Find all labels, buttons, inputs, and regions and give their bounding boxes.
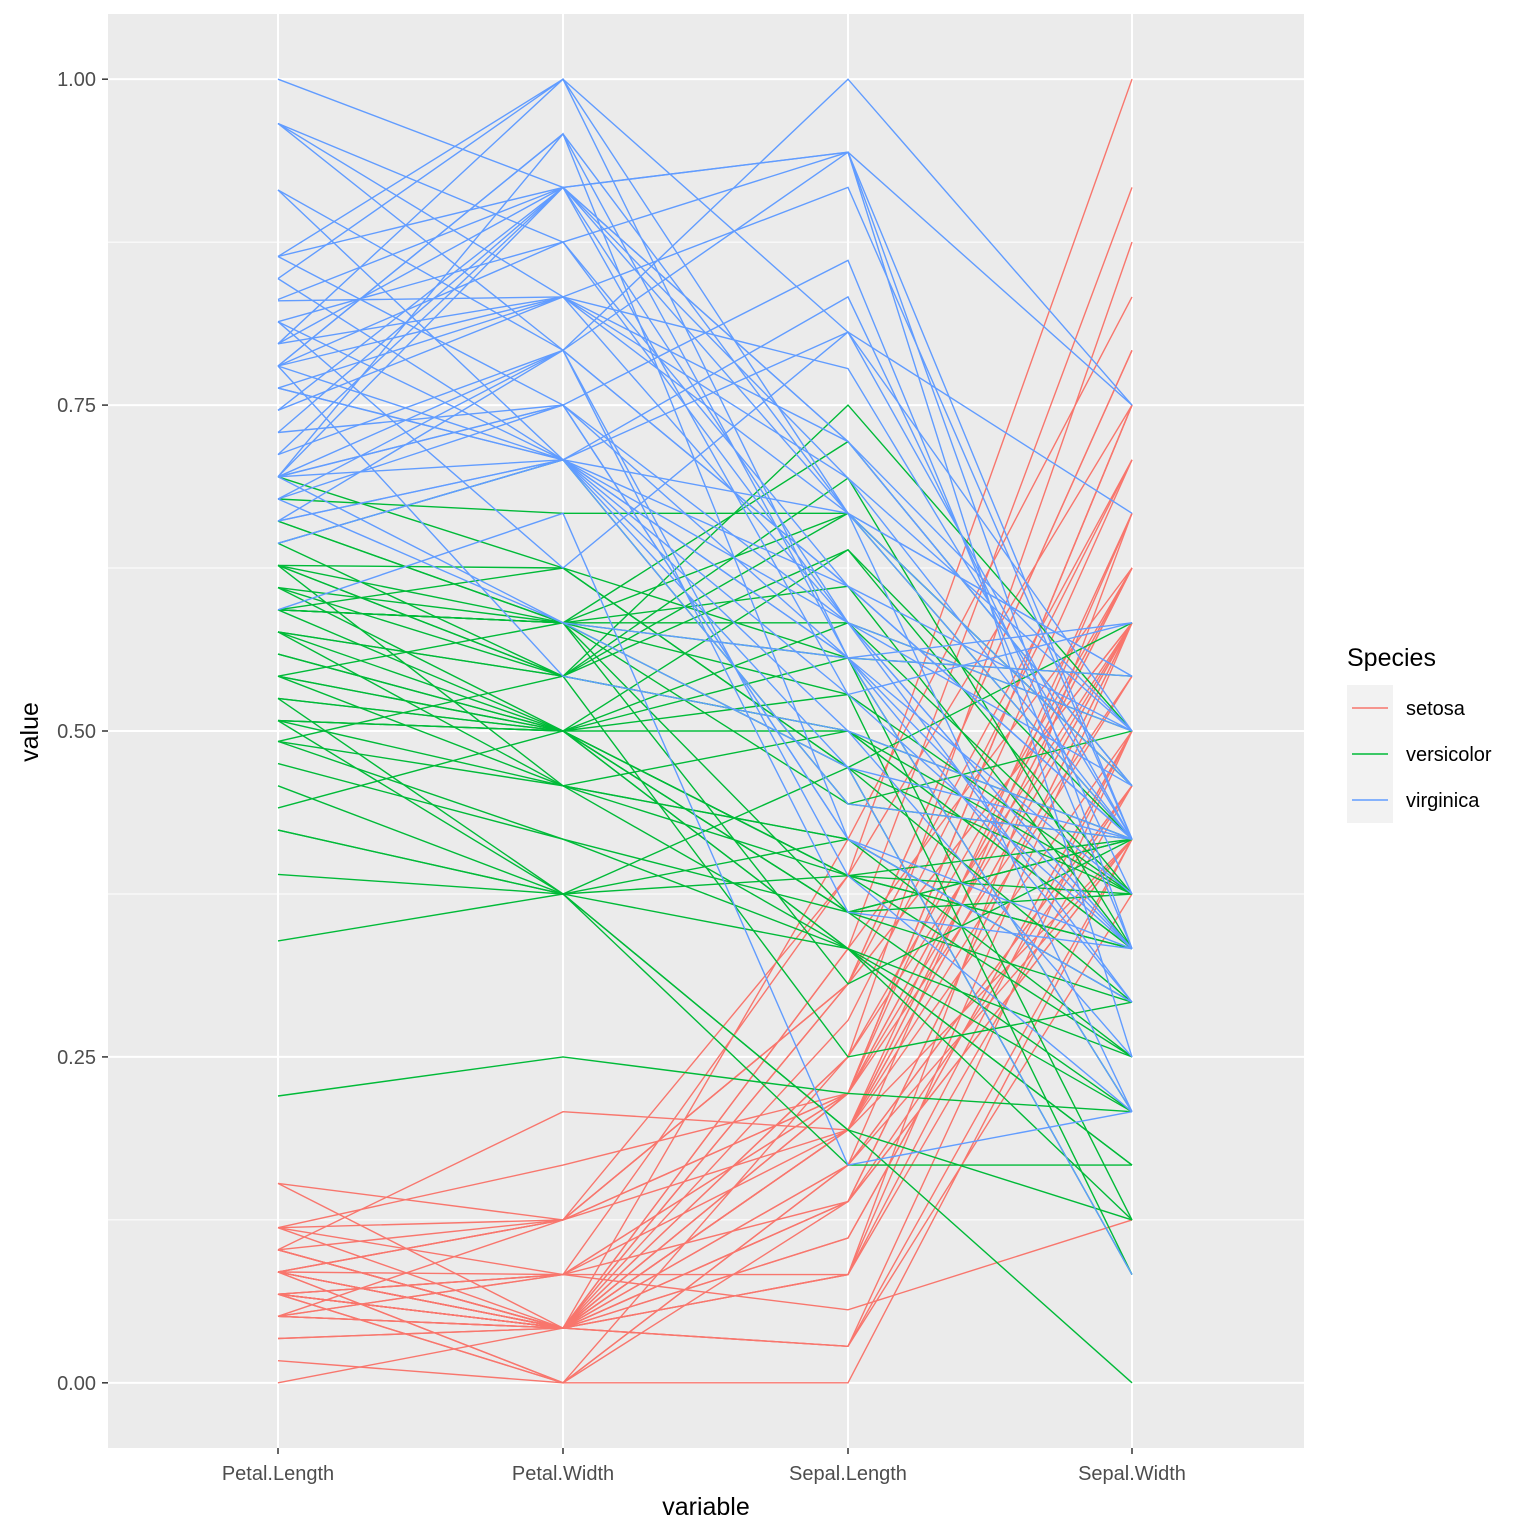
y-tick-label: 1.00 [57,69,96,91]
x-tick-label: Petal.Length [222,1463,334,1485]
series-line-versicolor [277,785,1133,1166]
series-line-versicolor [277,564,1133,950]
series-line-setosa [277,838,1133,1384]
series-line-versicolor [277,631,1133,1058]
series-line-versicolor [277,697,1133,950]
series-line-virginica [277,186,1133,787]
legend-label-setosa: setosa [1406,698,1466,720]
series-line-versicolor [277,719,1133,1058]
series-line-versicolor [277,829,1133,1058]
y-tick-label: 0.00 [57,1373,96,1395]
series-line-virginica [277,132,1133,787]
series-line-versicolor [277,675,1133,877]
legend-title: Species [1347,644,1436,672]
y-axis: 0.00 0.25 0.50 0.75 1.00 [57,69,108,1395]
series-line-versicolor [277,893,1133,1221]
series-line-setosa [277,567,1133,1251]
series-line-virginica [277,151,1133,840]
y-axis-title: value [16,702,44,762]
series-line-virginica [277,186,1133,696]
series-line-virginica [277,365,1133,1058]
series-line-virginica [277,122,1133,840]
series-line-virginica [277,186,1133,840]
legend: Species setosa versicolor virginica [1347,644,1492,823]
series-line-setosa [277,404,1133,1329]
series-line-virginica [277,321,1133,840]
series-line-versicolor [277,1056,1133,1113]
series-line-virginica [277,404,1133,1003]
x-axis: Petal.Length Petal.Width Sepal.Length Sepal… [222,1448,1186,1485]
series-line-setosa [277,1219,1133,1317]
series-line-versicolor [277,873,1132,1166]
series-line-virginica [277,349,1133,840]
series-line-versicolor [277,740,1133,1113]
series-line-virginica [277,122,1133,949]
series-line-virginica [277,122,1133,406]
x-tick-label: Sepal.Width [1078,1463,1186,1485]
series-line-virginica [277,78,1133,406]
y-tick-label: 0.25 [57,1047,96,1069]
series-line-versicolor [277,653,1133,895]
series-line-setosa [277,459,1133,1329]
y-tick-label: 0.75 [57,395,96,417]
series-line-virginica [277,459,1133,840]
series-line-virginica [277,404,1133,1003]
y-tick-label: 0.50 [57,721,96,743]
series-line-virginica [277,241,1133,950]
x-axis-title: variable [662,1493,750,1521]
series-line-versicolor [277,567,1133,769]
series-line-virginica [277,459,1133,840]
series-line-virginica [277,404,1133,1113]
series-line-virginica [277,186,1133,732]
series-lines [277,78,1133,1384]
legend-label-virginica: virginica [1406,790,1480,812]
series-line-virginica [277,387,1133,787]
x-tick-label: Sepal.Length [789,1463,907,1485]
series-line-virginica [277,78,1133,514]
series-line-setosa [277,730,1133,1348]
series-line-virginica [277,78,1133,677]
x-tick-label: Petal.Width [512,1463,614,1485]
series-line-virginica [277,498,1133,1275]
legend-label-versicolor: versicolor [1406,744,1492,766]
